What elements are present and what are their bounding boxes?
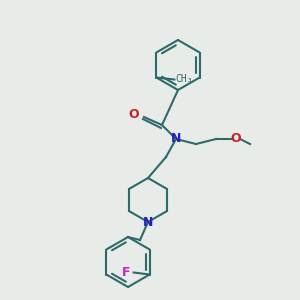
Text: F: F	[122, 266, 130, 279]
Text: CH₃: CH₃	[175, 74, 193, 85]
Text: N: N	[171, 133, 181, 146]
Text: N: N	[143, 215, 153, 229]
Text: O: O	[231, 133, 241, 146]
Text: O: O	[129, 107, 139, 121]
